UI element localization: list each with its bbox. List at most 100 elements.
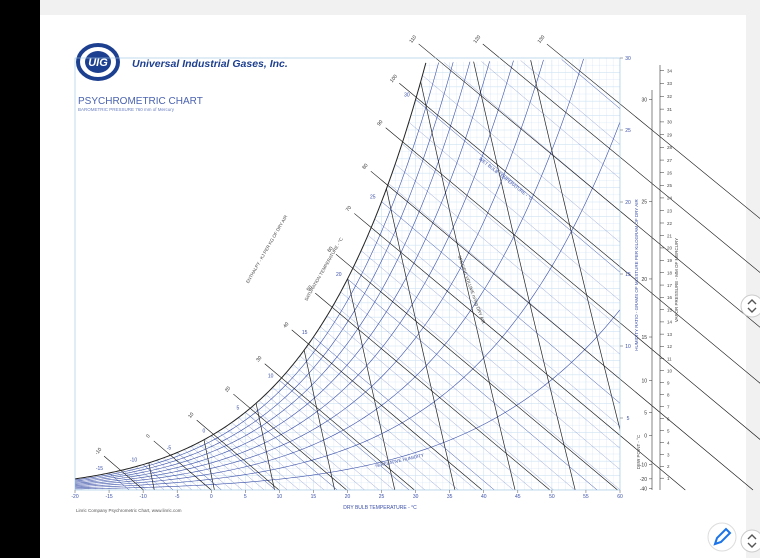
x-tick-label: 55 [583,494,589,500]
enthalpy-tick-label: 120 [472,34,482,44]
enthalpy-tick-label: 10 [187,411,195,419]
vp-tick-label: 31 [667,107,673,112]
vp-axis-label: VAPOR PRESSURE - MM OF MERCURY [674,238,679,322]
enthalpy-line [233,393,347,491]
wet-bulb-line [190,446,243,490]
saturation-tick-label: 0 [202,429,205,435]
dew-axis-label: DEW POINT - °C [636,434,641,469]
saturation-tick-label: -10 [130,458,137,464]
wet-bulb-line [142,464,174,490]
wet-bulb-line [217,431,288,490]
wet-bulb-line [313,336,495,490]
wet-bulb-line [367,235,620,490]
dew-tick-label: 20 [641,277,647,283]
saturation-tick-label: -5 [167,446,172,452]
wet-bulb-line [292,364,442,490]
x-tick-label: 35 [447,494,453,500]
vp-tick-label: 18 [667,271,673,276]
vp-tick-label: 26 [667,171,673,176]
enthalpy-tick-label: -10 [94,447,103,457]
enthalpy-tick-label: 70 [345,205,353,213]
wet-bulb-line [238,417,325,490]
wet-bulb-line [122,469,147,490]
enthalpy-tick-label: 40 [282,321,290,329]
edit-button[interactable] [707,522,737,552]
x-tick-label: 10 [277,494,283,500]
footer: Linric Company Psychrometric Chart, www.… [76,508,182,513]
wet-bulb-line [381,201,620,490]
dew-tick-label: -40 [640,486,647,492]
vp-tick-label: 15 [667,307,673,312]
vp-tick-label: 32 [667,94,673,99]
x-tick-label: -15 [105,494,112,500]
wet-bulb-line [265,394,380,490]
wet-bulb-line [442,58,620,490]
y-tick-label: 25 [625,128,631,134]
enthalpy-tick-label: 0 [145,433,152,439]
volume-line [472,58,576,490]
enthalpy-line [196,419,280,491]
y-tick-label: 30 [625,56,631,62]
x-tick-label: 20 [345,494,351,500]
enthalpy-line [153,440,212,491]
wet-bulb-line [306,346,477,490]
x-tick-label: 25 [379,494,385,500]
scroll-button[interactable] [740,529,760,553]
enthalpy-line [418,43,760,328]
enthalpy-tick-label: 20 [224,385,232,393]
vp-tick-label: 8 [667,393,670,398]
logo: UIG [76,43,120,81]
wet-bulb-line [401,143,620,490]
enthalpy-tick-label: 30 [255,355,263,363]
dew-tick-label: 5 [644,410,647,416]
vp-tick-label: 16 [667,295,673,300]
vp-tick-label: 27 [667,158,673,163]
enthalpy-line [315,292,551,491]
wet-bulb-line [354,265,620,490]
vp-tick-label: 3 [667,452,670,457]
enthalpy-line [354,213,686,491]
saturation-tick-label: -15 [96,466,103,472]
wet-bulb-line [136,466,165,490]
saturation-tick-label: 5 [237,405,240,411]
vp-tick-label: 6 [667,417,670,422]
rh-curve [75,58,590,487]
scroll-button[interactable] [740,294,760,318]
x-tick-label: 50 [549,494,555,500]
vp-tick-label: 5 [667,428,670,433]
x-axis-label: DRY BULB TEMPERATURE - °C [343,505,417,511]
wet-bulb-line [408,122,620,490]
wet-bulb-line [149,462,183,490]
x-tick-label: 0 [210,494,213,500]
wet-bulb-line [197,442,254,490]
enthalpy-line [546,43,760,219]
rh-curve [75,58,522,485]
dew-tick-label: 30 [641,97,647,103]
vp-tick-label: 14 [667,320,673,325]
vp-tick-label: 9 [667,380,670,385]
enthalpy-line [385,127,760,440]
enthalpy-tick-label: 60 [326,246,334,254]
vp-tick-label: 23 [667,208,673,213]
y-tick-label: 5 [627,416,630,422]
chart-title: PSYCHROMETRIC CHART [78,96,203,107]
wet-bulb-line [272,387,394,490]
wet-bulb-line [415,99,620,490]
wet-bulb-line [326,315,534,490]
wet-bulb-line [252,406,351,490]
x-tick-label: 5 [244,494,247,500]
x-tick-label: 40 [481,494,487,500]
wet-bulb-line [347,278,598,490]
wet-bulb-line [211,435,276,490]
x-tick-label: 45 [515,494,521,500]
vp-tick-label: 11 [667,356,672,361]
vp-tick-label: 20 [667,246,673,251]
y-tick-label: 20 [625,200,631,206]
vp-tick-label: 7 [667,405,670,410]
vp-tick-label: 13 [667,332,673,337]
saturation-tick-label: 20 [336,272,342,278]
wet-bulb-line [177,452,222,490]
saturation-tick-label: 30 [404,92,410,98]
rh-curve [75,309,620,490]
